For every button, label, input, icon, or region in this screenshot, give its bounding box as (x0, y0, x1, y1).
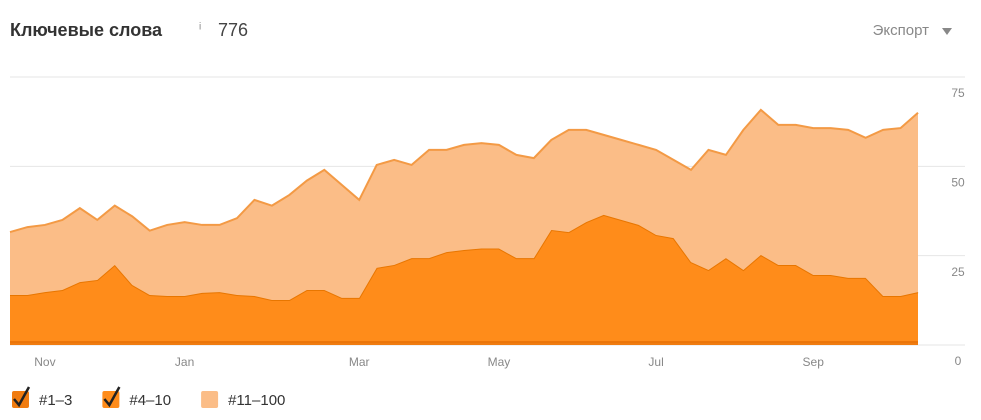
export-button[interactable]: Экспорт (873, 22, 929, 39)
x-tick-label: Nov (34, 355, 55, 369)
legend-label[interactable]: #4–10 (129, 392, 171, 409)
y-tick-label: 50 (951, 176, 965, 190)
area (10, 214, 918, 342)
x-tick-label: Jan (175, 355, 194, 369)
area (10, 109, 918, 300)
y-tick-label: 25 (951, 265, 965, 279)
x-tick-label: May (488, 355, 511, 369)
y-tick-label: 0 (955, 354, 962, 368)
x-tick-label: Jul (648, 355, 663, 369)
legend-label[interactable]: #1–3 (39, 392, 72, 409)
legend-check (103, 386, 121, 408)
legend-item[interactable]: #4–10 (102, 386, 171, 409)
legend-checkbox[interactable] (201, 391, 219, 408)
legend-check (13, 386, 31, 408)
legend-item[interactable]: #11–100 (201, 391, 285, 409)
area-edge (9, 108, 919, 234)
legend-label[interactable]: #11–100 (228, 392, 285, 409)
x-tick-label: Mar (349, 355, 370, 369)
count: 776 (218, 20, 248, 40)
title: Ключевые слова (10, 20, 163, 40)
y-tick-label: 75 (951, 86, 965, 100)
export-arrow[interactable] (942, 28, 952, 35)
x-tick-label: Sep (803, 355, 825, 369)
legend-item[interactable]: #1–3 (12, 386, 72, 409)
info-icon[interactable]: i (199, 22, 201, 33)
